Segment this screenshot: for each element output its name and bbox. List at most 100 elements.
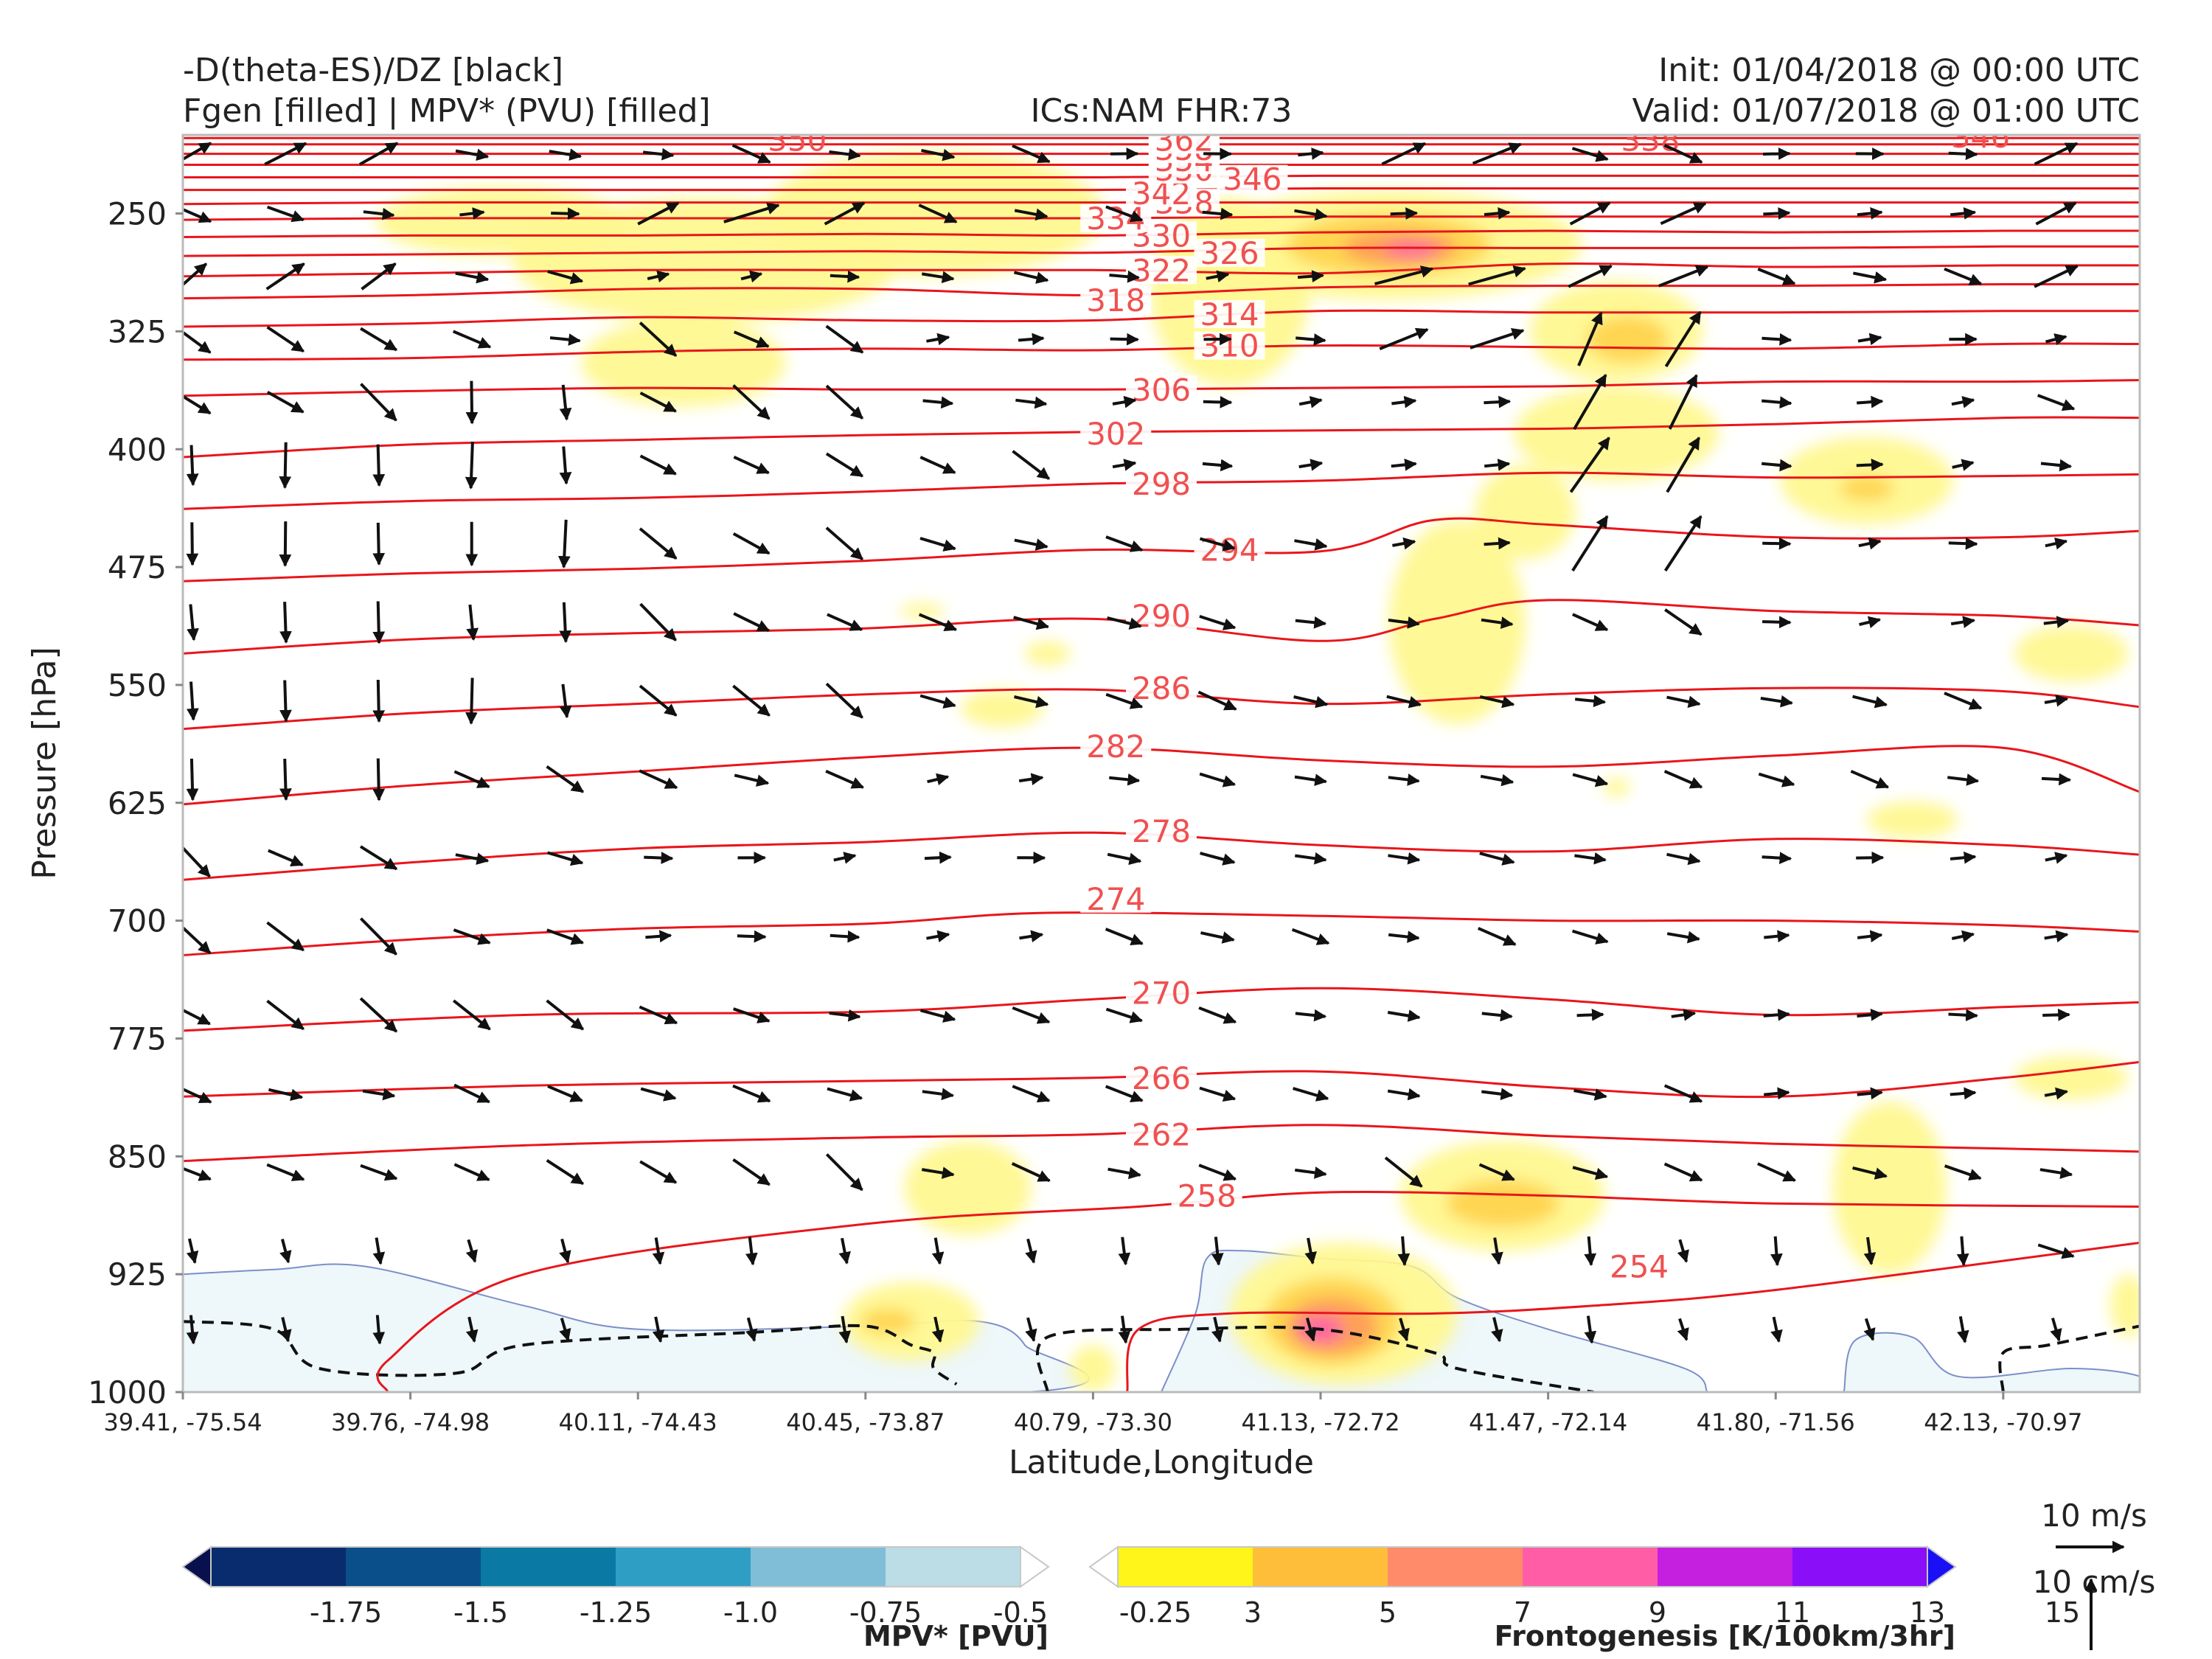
wind-vector [1761, 396, 1792, 409]
wind-vector [1013, 616, 1050, 630]
wind-vector [1388, 931, 1420, 943]
mpv-colorbar-tick-1: -1.5 [453, 1596, 508, 1629]
wind-vector [559, 602, 572, 644]
wind-vector [838, 1237, 851, 1265]
wind-vector [1468, 265, 1526, 286]
wind-vector [1478, 1163, 1515, 1181]
wind-vector [1295, 852, 1327, 865]
wind-vector [1584, 1315, 1597, 1344]
wind-vector [640, 1087, 677, 1102]
theta-label-278: 278 [1132, 813, 1191, 849]
frontogenesis-colorbar-label: Frontogenesis [K/100km/3hr] [1495, 1620, 1955, 1652]
wind-vector [1664, 310, 1702, 368]
wind-vector [922, 396, 954, 409]
fgen-colorbar-segment-1 [1118, 1547, 1253, 1587]
wind-vector [1666, 931, 1700, 944]
theta-contour-310 [183, 342, 2140, 361]
wind-vector [2044, 930, 2069, 943]
mpv-colorbar-tick-3: -1.0 [723, 1596, 778, 1629]
wind-vector [1477, 927, 1517, 946]
wind-ref-vertical-label: 10 cm/s [2033, 1564, 2156, 1600]
wind-vector [266, 325, 305, 353]
wind-vector [1019, 930, 1044, 943]
wind-vector [2040, 459, 2073, 472]
wind-vector [1105, 1007, 1143, 1023]
wind-vector [359, 917, 397, 956]
wind-vector [1014, 538, 1048, 551]
wind-vector [183, 846, 211, 878]
wind-vector [266, 205, 305, 223]
wind-vector [647, 270, 670, 283]
wind-vector [825, 452, 864, 478]
wind-vector [1294, 208, 1328, 221]
mpv-colorbar-segment-3 [481, 1547, 616, 1587]
wind-vector [359, 997, 398, 1033]
wind-vector [360, 327, 398, 352]
plot-frame [181, 133, 2141, 1394]
wind-vector [827, 1087, 863, 1102]
wind-vector [360, 383, 397, 422]
wind-vector [465, 1239, 478, 1263]
wind-vector [1397, 1236, 1411, 1267]
wind-vector [1105, 535, 1144, 552]
wind-vector [1947, 773, 1980, 786]
wind-vector [1573, 1088, 1607, 1101]
wind-vector [1758, 772, 1795, 787]
wind-vector [924, 851, 952, 864]
wind-vector [186, 758, 199, 801]
wind-vector [1569, 201, 1611, 226]
wind-vector [1197, 690, 1237, 711]
wind-vector [732, 532, 771, 555]
wind-vector [830, 930, 860, 943]
wind-vector [1857, 395, 1884, 408]
wind-vector [1760, 695, 1793, 708]
wind-vector [825, 682, 863, 719]
wind-vector [1666, 852, 1701, 866]
theta-label-310: 310 [1200, 328, 1259, 364]
wind-vector [1484, 395, 1512, 408]
wind-vector [1480, 773, 1514, 787]
wind-vector [186, 445, 199, 487]
wind-vector [1112, 459, 1137, 471]
mpv-colorbar-frame [210, 1546, 1021, 1587]
theta-contour-274 [183, 911, 2140, 956]
theta-contour-290 [183, 599, 2140, 655]
fgen-blob-20 [1866, 801, 1958, 839]
wind-vector [1012, 450, 1051, 480]
wind-vector [559, 1318, 571, 1342]
wind-vector [1572, 773, 1609, 787]
mpv-colorbar-segment-1 [211, 1547, 347, 1587]
wind-vector [1668, 374, 1698, 430]
mpv-colorbar-segment-5 [751, 1547, 886, 1587]
wind-vector [452, 999, 491, 1031]
theta-label-bg-306 [1126, 375, 1197, 404]
wind-vector [183, 925, 212, 955]
wind-vector [1944, 1164, 1982, 1181]
wind-vector [279, 602, 292, 644]
theta-contour-326 [183, 245, 2140, 257]
wind-vector [1107, 1166, 1141, 1180]
wind-vector [1944, 267, 1983, 285]
wind-vector [268, 1088, 304, 1102]
wind-vector [1572, 1166, 1609, 1180]
wind-vector [1011, 1162, 1051, 1183]
wind-vector [459, 207, 485, 220]
y-tick-label-250: 250 [108, 196, 167, 232]
wind-vector [919, 1009, 956, 1023]
theta-label-bg-346 [1217, 164, 1288, 193]
y-tick-label-925: 925 [108, 1256, 167, 1293]
wind-vector [1381, 142, 1427, 166]
wind-vector [372, 444, 386, 487]
theta-label-bg-318 [1080, 285, 1152, 314]
wind-vector [1012, 1006, 1051, 1024]
wind-vector [1018, 773, 1044, 785]
theta-contour-254 [1126, 1242, 2140, 1392]
wind-vector [723, 202, 780, 223]
fgen-blob-34 [2110, 1274, 2140, 1338]
wind-vector [922, 1088, 955, 1101]
wind-vector [824, 201, 866, 226]
wind-vector [926, 930, 950, 943]
x-axis: 39.41, -75.54 39.76, -74.98 40.11, -74.43 4… [103, 1392, 2082, 1436]
fgen-colorbar-tick-6: 15 [2045, 1596, 2080, 1629]
wind-vector [1757, 1162, 1796, 1182]
